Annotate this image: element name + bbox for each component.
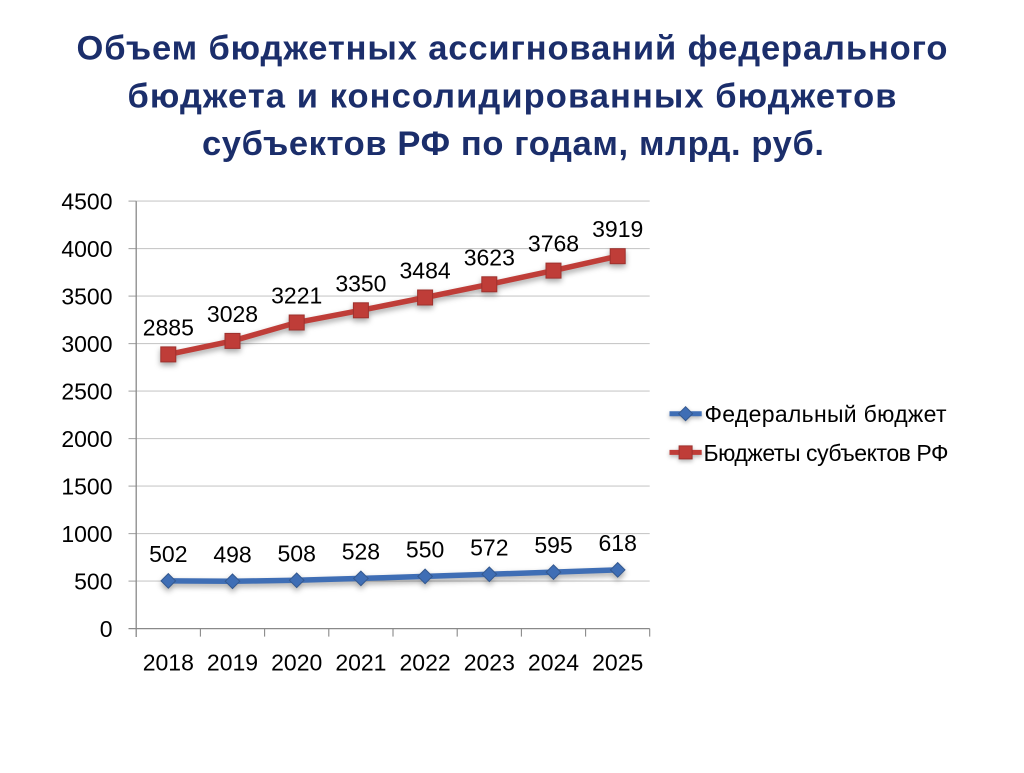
svg-text:2885: 2885: [143, 314, 194, 340]
svg-text:572: 572: [470, 534, 508, 560]
svg-text:2020: 2020: [271, 650, 322, 676]
svg-text:500: 500: [74, 569, 112, 595]
svg-text:502: 502: [149, 541, 187, 567]
svg-text:3768: 3768: [528, 231, 579, 257]
svg-text:4000: 4000: [61, 236, 112, 262]
svg-text:2021: 2021: [335, 650, 386, 676]
svg-text:Бюджеты субъектов РФ: Бюджеты субъектов РФ: [704, 440, 949, 466]
svg-text:3500: 3500: [61, 284, 112, 310]
svg-text:2025: 2025: [592, 650, 643, 676]
svg-text:1500: 1500: [61, 474, 112, 500]
svg-text:528: 528: [342, 538, 380, 564]
svg-text:2500: 2500: [61, 379, 112, 405]
svg-text:Федеральный бюджет: Федеральный бюджет: [705, 401, 947, 427]
svg-text:субъектов РФ по годам, млрд. р: субъектов РФ по годам, млрд. руб.: [202, 125, 824, 163]
svg-text:3000: 3000: [61, 331, 112, 357]
svg-text:0: 0: [100, 616, 113, 642]
svg-text:2019: 2019: [207, 650, 258, 676]
svg-text:618: 618: [599, 530, 637, 556]
svg-text:2018: 2018: [143, 650, 194, 676]
svg-text:2022: 2022: [400, 650, 451, 676]
svg-text:4500: 4500: [61, 189, 112, 215]
svg-text:2024: 2024: [528, 650, 579, 676]
svg-text:550: 550: [406, 536, 444, 562]
svg-text:3221: 3221: [271, 283, 322, 309]
svg-text:1000: 1000: [61, 521, 112, 547]
svg-text:508: 508: [278, 540, 316, 566]
svg-text:3919: 3919: [592, 216, 643, 242]
svg-text:3484: 3484: [400, 258, 451, 284]
svg-text:бюджета и консолидированных бю: бюджета и консолидированных бюджетов: [128, 78, 897, 116]
svg-text:3028: 3028: [207, 301, 258, 327]
svg-text:3623: 3623: [464, 244, 515, 270]
svg-text:3350: 3350: [335, 270, 386, 296]
svg-text:2023: 2023: [464, 650, 515, 676]
svg-text:2000: 2000: [61, 426, 112, 452]
svg-text:595: 595: [534, 532, 572, 558]
svg-text:Объем бюджетных ассигнований ф: Объем бюджетных ассигнований федеральног…: [77, 30, 948, 68]
svg-text:498: 498: [213, 541, 251, 567]
